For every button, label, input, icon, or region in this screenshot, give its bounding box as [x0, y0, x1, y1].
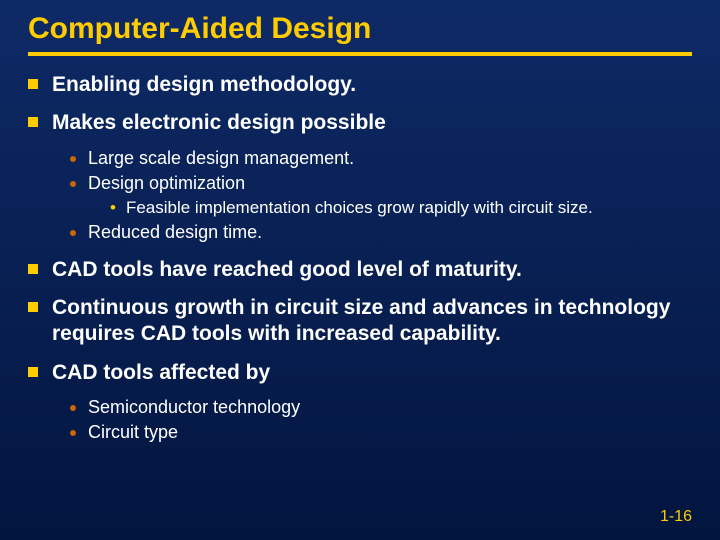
bullet-text: Continuous growth in circuit size and ad… [52, 295, 692, 348]
square-bullet-icon [28, 302, 38, 312]
bullet-l2: Circuit type [70, 421, 692, 444]
bullet-l2: Large scale design management. [70, 147, 692, 170]
square-bullet-icon [28, 367, 38, 377]
bullet-l3: • Feasible implementation choices grow r… [110, 197, 692, 219]
dot-bullet-icon [70, 430, 76, 436]
bullet-text: Design optimization [88, 172, 692, 195]
mini-bullet-icon: • [110, 197, 116, 219]
bullet-text: CAD tools affected by [52, 360, 692, 386]
bullet-text: Large scale design management. [88, 147, 692, 170]
bullet-text: Circuit type [88, 421, 692, 444]
dot-bullet-icon [70, 230, 76, 236]
slide: Computer-Aided Design Enabling design me… [0, 0, 720, 540]
bullet-l1: CAD tools have reached good level of mat… [28, 257, 692, 283]
bullet-l2: Semiconductor technology [70, 396, 692, 419]
square-bullet-icon [28, 117, 38, 127]
square-bullet-icon [28, 264, 38, 274]
bullet-text: Makes electronic design possible [52, 110, 692, 136]
bullet-text: Feasible implementation choices grow rap… [126, 197, 692, 219]
slide-number: 1-16 [660, 508, 692, 526]
bullet-l1: CAD tools affected by [28, 360, 692, 386]
slide-content: Enabling design methodology. Makes elect… [28, 72, 692, 445]
bullet-text: Reduced design time. [88, 221, 692, 244]
bullet-l1: Continuous growth in circuit size and ad… [28, 295, 692, 348]
dot-bullet-icon [70, 156, 76, 162]
slide-title: Computer-Aided Design [28, 12, 692, 46]
bullet-l2: Design optimization [70, 172, 692, 195]
dot-bullet-icon [70, 405, 76, 411]
dot-bullet-icon [70, 181, 76, 187]
bullet-l2: Reduced design time. [70, 221, 692, 244]
bullet-l1: Makes electronic design possible [28, 110, 692, 136]
title-underline [28, 52, 692, 56]
bullet-text: Enabling design methodology. [52, 72, 692, 98]
bullet-text: Semiconductor technology [88, 396, 692, 419]
bullet-l1: Enabling design methodology. [28, 72, 692, 98]
square-bullet-icon [28, 79, 38, 89]
bullet-text: CAD tools have reached good level of mat… [52, 257, 692, 283]
